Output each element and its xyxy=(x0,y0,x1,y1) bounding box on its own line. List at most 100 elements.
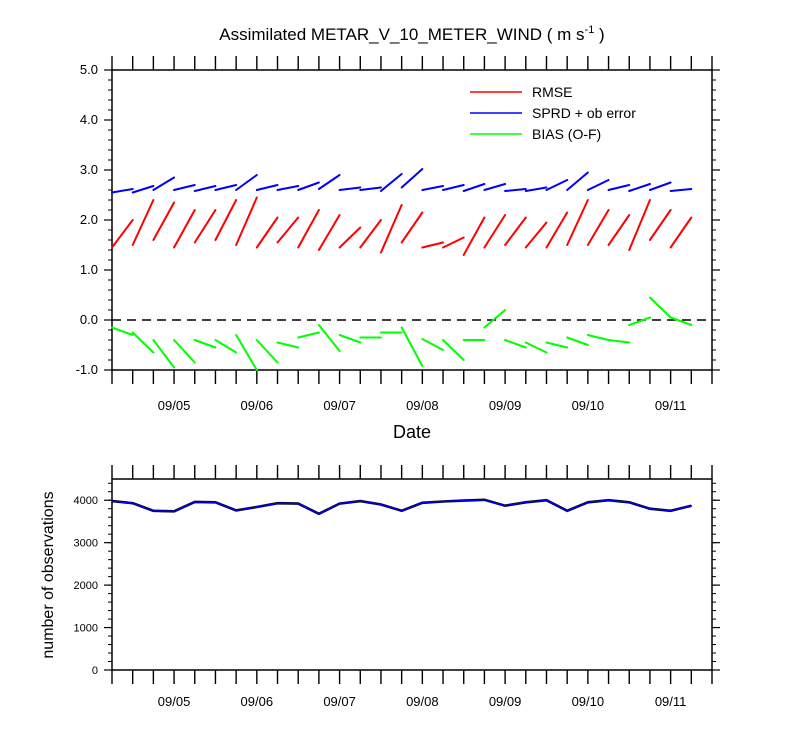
series-segment xyxy=(566,199,589,246)
y-tick-label: 1000 xyxy=(74,623,98,635)
chart-title-main: Assimilated METAR_V_10_METER_WIND xyxy=(219,25,542,44)
obs-point xyxy=(545,499,548,502)
series-segment xyxy=(173,184,196,191)
series-segment xyxy=(586,209,610,246)
series-segment xyxy=(421,338,445,351)
series-segment xyxy=(421,185,445,191)
y-axis-label: number of observations xyxy=(40,491,57,658)
series-segment xyxy=(235,196,258,246)
legend-label: BIAS (O-F) xyxy=(532,126,601,142)
series-segment xyxy=(421,241,445,249)
obs-point xyxy=(524,501,527,504)
series-segment xyxy=(276,341,300,349)
series-segment xyxy=(669,216,693,249)
series-segment xyxy=(586,179,610,191)
top-x-tick-labels: 09/05 09/06 09/07 09/08 09/09 09/10 09/11 xyxy=(158,398,687,413)
series-segment xyxy=(628,199,651,251)
series-segment xyxy=(648,296,672,319)
series-segment xyxy=(255,339,279,364)
x-tick-label: 09/10 xyxy=(572,398,605,413)
series-segment xyxy=(462,183,486,192)
obs-point xyxy=(276,502,279,504)
series-segment xyxy=(359,186,382,191)
obs-point xyxy=(338,502,341,505)
series-segment xyxy=(504,188,527,192)
series-segment xyxy=(111,326,134,336)
top-axis-ticks xyxy=(104,56,720,384)
series-segment xyxy=(152,339,176,369)
series-segment xyxy=(545,341,569,349)
series-segment xyxy=(276,216,300,244)
legend: RMSE SPRD + ob error BIAS (O-F) xyxy=(470,84,636,142)
x-tick-label: 09/06 xyxy=(241,398,274,413)
y-tick-label: 2000 xyxy=(74,580,98,592)
obs-point xyxy=(173,510,175,513)
bottom-series-lines xyxy=(111,498,693,516)
y-tick-label: 3.0 xyxy=(80,162,98,177)
series-segment xyxy=(379,173,403,192)
bottom-axis-ticks xyxy=(104,465,720,684)
obs-point xyxy=(359,500,362,502)
obs-point xyxy=(504,504,506,507)
x-tick-label: 09/05 xyxy=(158,398,191,413)
series-segment xyxy=(545,179,569,191)
series-segment xyxy=(483,214,507,249)
top-panel: Assimilated METAR_V_10_METER_WIND ( m s-… xyxy=(76,24,720,442)
obs-point xyxy=(628,501,631,504)
obs-point xyxy=(214,501,217,504)
series-segment xyxy=(648,181,672,191)
series-segment xyxy=(400,168,424,189)
series-segment xyxy=(524,341,548,354)
series-segment xyxy=(193,209,217,244)
series-segment xyxy=(235,174,258,191)
series-segment xyxy=(255,184,279,191)
series-segment xyxy=(317,214,341,251)
series-segment xyxy=(442,339,465,361)
obs-point xyxy=(442,500,444,503)
series-segment xyxy=(359,219,382,249)
x-tick-label: 09/07 xyxy=(323,694,356,709)
series-segment xyxy=(214,339,238,354)
legend-label: SPRD + ob error xyxy=(532,105,636,121)
series-segment xyxy=(193,185,217,192)
series-segment xyxy=(462,216,486,256)
series-segment xyxy=(524,221,548,249)
obs-point xyxy=(649,507,651,510)
series-segment xyxy=(173,209,196,249)
series-segment xyxy=(442,184,465,191)
series-segment xyxy=(297,181,320,191)
obs-point xyxy=(297,502,300,505)
obs-point xyxy=(483,498,486,501)
obs-point xyxy=(152,510,155,512)
legend-label: RMSE xyxy=(532,84,572,100)
x-tick-label: 09/11 xyxy=(655,694,687,709)
series-segment xyxy=(173,339,196,364)
chart-title-units: m s xyxy=(557,25,584,44)
chart-title-exponent: -1 xyxy=(585,24,595,36)
series-segment xyxy=(317,324,341,352)
series-segment xyxy=(379,204,403,254)
series-segment xyxy=(131,185,155,194)
series-segment xyxy=(131,199,155,246)
obs-point xyxy=(235,509,237,512)
series-segment xyxy=(669,188,693,192)
series-0 xyxy=(111,196,693,256)
series-segment xyxy=(235,334,258,371)
y-tick-label: 3000 xyxy=(74,538,98,550)
y-tick-label: 5.0 xyxy=(80,62,98,77)
obs-point xyxy=(462,499,465,502)
series-segment xyxy=(504,339,527,349)
x-tick-label: 09/09 xyxy=(489,694,522,709)
series-segment xyxy=(648,209,672,241)
series-segment xyxy=(338,186,362,191)
obs-point xyxy=(607,499,610,502)
series-segment xyxy=(297,209,320,249)
series-segment xyxy=(111,219,134,249)
series-segment xyxy=(483,309,507,329)
series-segment xyxy=(152,201,176,241)
x-tick-label: 09/07 xyxy=(323,398,356,413)
x-tick-label: 09/08 xyxy=(406,694,439,709)
series-segment xyxy=(566,336,589,346)
